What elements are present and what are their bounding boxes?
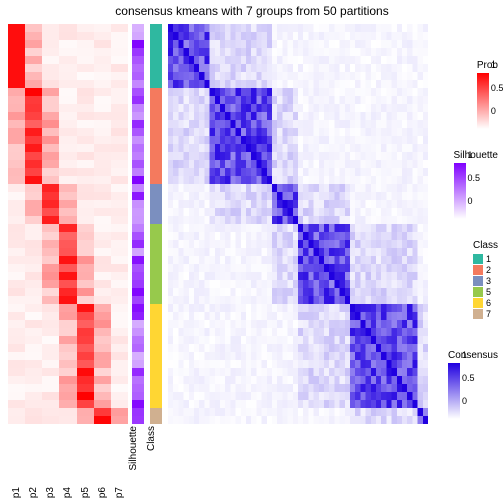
class-swatch-7: 7 (473, 309, 498, 319)
legend-prob-ticks: 10.50 (491, 60, 504, 116)
label-p5: p5 (77, 426, 94, 498)
label-p1: p1 (8, 426, 25, 498)
silhouette-label: Silhouette (128, 426, 148, 475)
legend-silhouette: Silhouette 10.50 (454, 150, 498, 219)
prob-col-p3 (42, 24, 59, 424)
class-swatch-1: 1 (473, 254, 498, 264)
silhouette-column (132, 24, 144, 424)
legend-cons-gradient (448, 363, 460, 419)
label-p7: p7 (111, 426, 128, 498)
legend-sil-gradient (454, 163, 466, 219)
class-swatch-3: 3 (473, 276, 498, 286)
class-label: Class (146, 426, 166, 456)
prob-col-p2 (25, 24, 42, 424)
legend-prob: Prob 10.50 (477, 60, 498, 129)
legend-sil-ticks: 10.50 (468, 150, 481, 206)
chart-title: consensus kmeans with 7 groups from 50 p… (0, 4, 504, 18)
class-swatch-5: 5 (473, 287, 498, 297)
legend-class: Class 123567 (473, 240, 498, 319)
class-swatch-2: 2 (473, 265, 498, 275)
label-p4: p4 (59, 426, 76, 498)
consensus-heatmap (168, 24, 428, 424)
probability-annotation (8, 24, 128, 424)
prob-col-p5 (77, 24, 94, 424)
prob-col-p4 (59, 24, 76, 424)
legend-consensus: Consensus 10.50 (448, 350, 498, 419)
legend-prob-gradient (477, 73, 489, 129)
class-column (150, 24, 162, 424)
legend-cons-ticks: 10.50 (462, 350, 475, 406)
class-swatch-6: 6 (473, 298, 498, 308)
legend-class-swatches: 123567 (473, 253, 498, 319)
label-p3: p3 (42, 426, 59, 498)
label-p6: p6 (94, 426, 111, 498)
prob-col-p6 (94, 24, 111, 424)
prob-col-p7 (111, 24, 128, 424)
label-p2: p2 (25, 426, 42, 498)
legend-class-title: Class (473, 240, 498, 251)
annotation-column-labels: p1p2p3p4p5p6p7 (8, 426, 128, 498)
prob-col-p1 (8, 24, 25, 424)
